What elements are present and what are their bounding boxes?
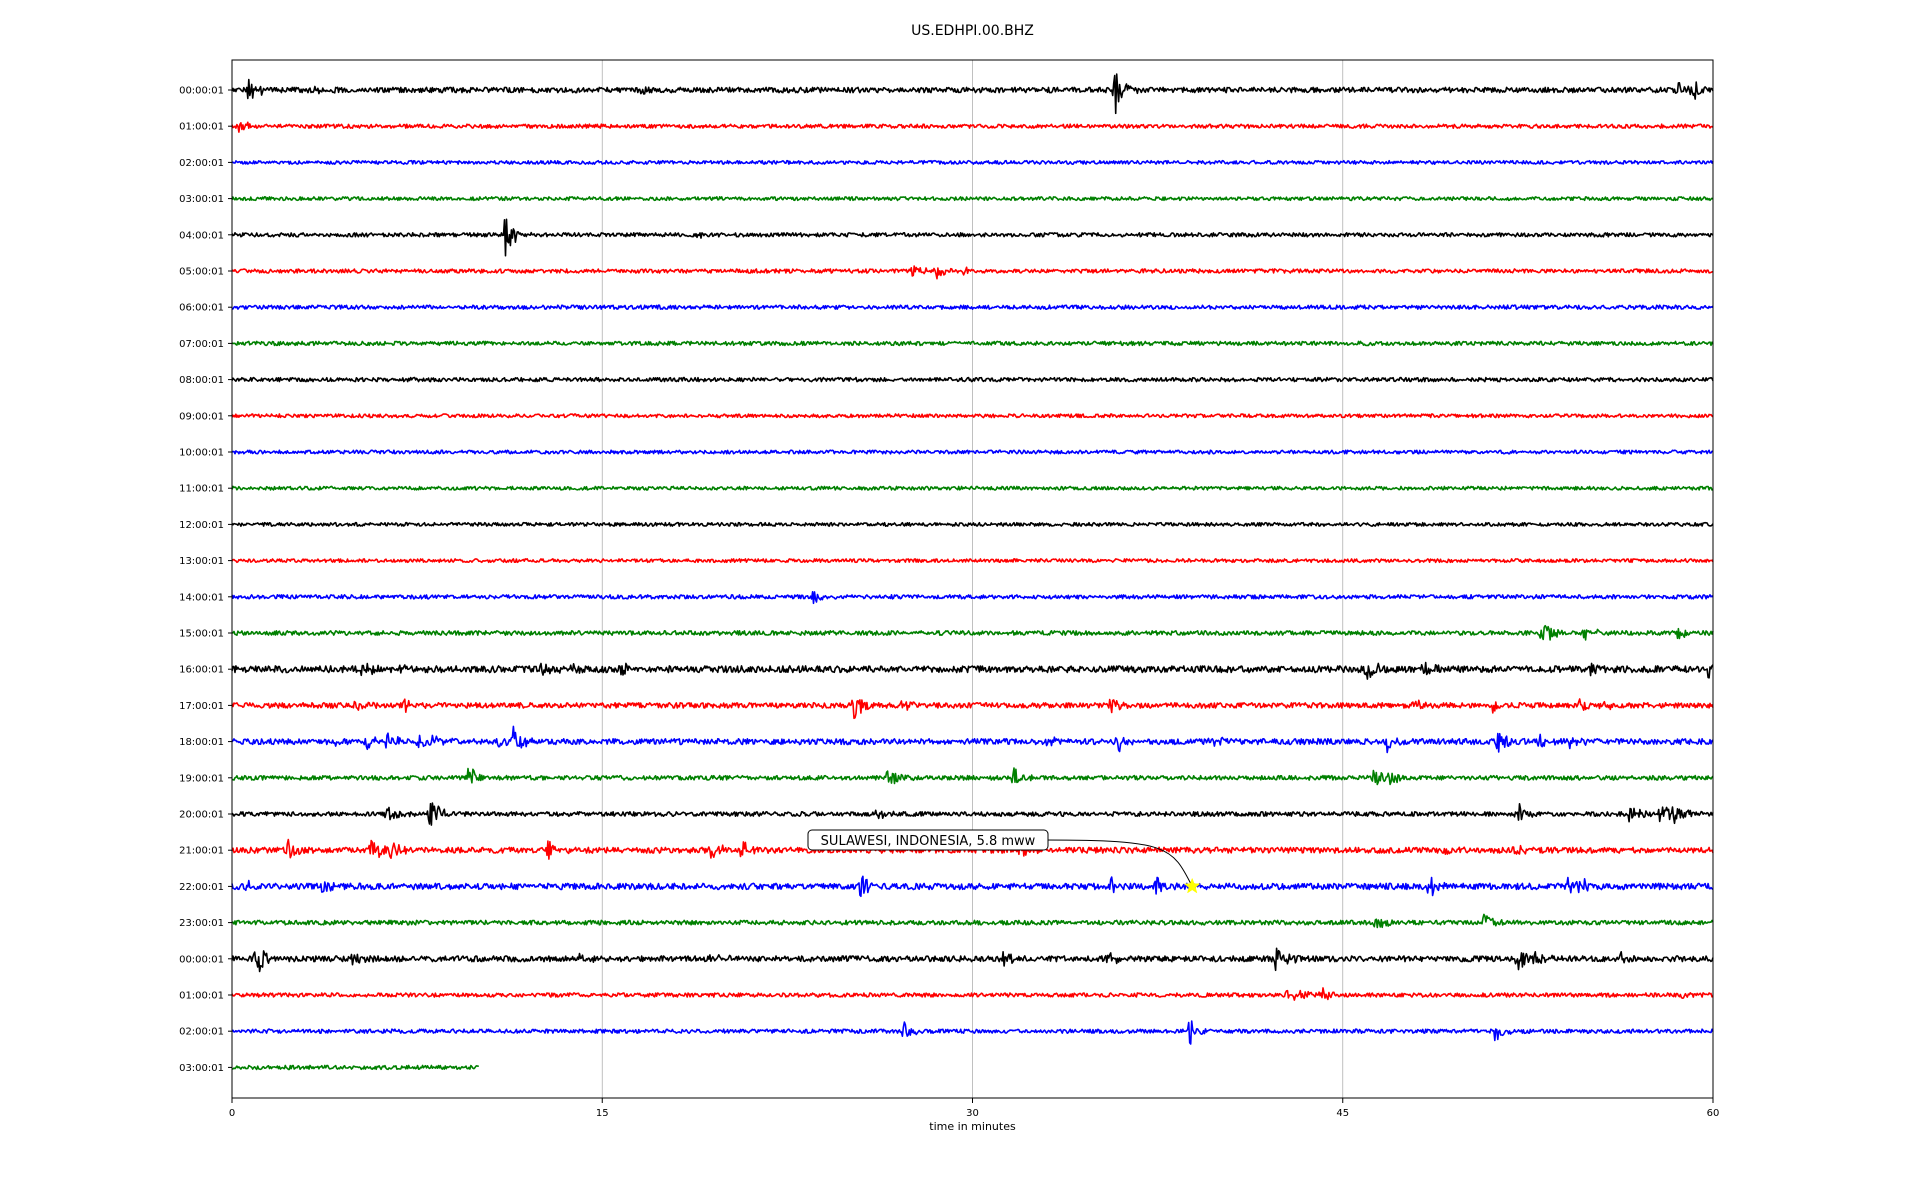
y-tick-label: 11:00:01 [179,484,224,495]
trace-line [231,73,1714,115]
trace-line [231,624,1714,641]
trace-line [231,838,1714,860]
trace-line [231,558,1714,564]
y-tick-label: 00:00:01 [179,954,224,965]
trace-line [231,767,1714,786]
x-tick-label: 60 [1707,1108,1720,1119]
y-tick-label: 15:00:01 [179,629,224,640]
y-tick-label: 01:00:01 [179,122,224,133]
y-tick-label: 21:00:01 [179,846,224,857]
y-tick-label: 06:00:01 [179,303,224,314]
y-tick-label: 05:00:01 [179,267,224,278]
trace-line [231,947,1714,973]
y-tick-label: 02:00:01 [179,158,224,169]
trace-line [231,1020,1714,1045]
annotation-text: SULAWESI, INDONESIA, 5.8 mww [821,834,1036,849]
y-tick-label: 03:00:01 [179,1063,224,1074]
trace-line [231,661,1714,680]
trace-line [231,218,1714,257]
y-tick-label: 10:00:01 [179,448,224,459]
trace-line [231,449,1713,455]
trace-line [231,121,1714,133]
trace-line [231,340,1714,347]
y-tick-label: 12:00:01 [179,520,224,531]
y-tick-label: 20:00:01 [179,810,224,821]
y-tick-label: 09:00:01 [179,411,224,422]
annotation-box [807,829,1049,851]
trace-line [231,591,1714,605]
y-tick-label: 00:00:01 [179,86,224,97]
trace-line [231,265,1714,280]
gridlines [601,60,1344,1098]
trace-line [231,802,1714,826]
trace-line [231,725,1714,754]
x-tick-label: 30 [966,1108,979,1119]
y-tick-label: 16:00:01 [179,665,224,676]
trace-line [231,875,1714,898]
trace-line [231,376,1714,383]
trace-line [231,413,1714,419]
y-tick-label: 13:00:01 [179,556,224,567]
plot-frame [231,59,1714,1099]
trace-line [231,521,1714,527]
y-tick-label: 14:00:01 [179,592,224,603]
x-tick-label: 15 [596,1108,609,1119]
trace-line [231,698,1714,720]
y-tick-label: 08:00:01 [179,375,224,386]
y-tick-labels: 00:00:01 01:00:01 02:00:01 03:00:01 04:00:01… [179,86,232,1074]
trace-line [231,913,1714,929]
y-tick-label: 17:00:01 [179,701,224,712]
x-tick-label: 45 [1336,1108,1349,1119]
event-annotation: SULAWESI, INDONESIA, 5.8 mww [807,829,1201,894]
y-tick-label: 22:00:01 [179,882,224,893]
trace-line [231,196,1714,202]
x-axis-ticks: 0 15 30 45 60 [229,1098,1720,1119]
x-axis-label: time in minutes [929,1120,1016,1133]
y-tick-label: 07:00:01 [179,339,224,350]
y-tick-label: 01:00:01 [179,991,224,1002]
trace-line [231,1064,479,1071]
y-tick-label: 02:00:01 [179,1027,224,1038]
trace-line [231,304,1714,310]
annotation-connector [1043,839,1193,887]
y-tick-label: 03:00:01 [179,194,224,205]
event-star-marker [1183,877,1201,894]
trace-line [231,485,1714,491]
x-tick-label: 0 [229,1108,235,1119]
trace-line [231,987,1714,1001]
y-tick-label: 23:00:01 [179,918,224,929]
trace-line [231,159,1714,165]
y-tick-label: 04:00:01 [179,230,224,241]
chart-title: US.EDHPI.00.BHZ [911,23,1034,39]
y-tick-label: 18:00:01 [179,737,224,748]
y-tick-label: 19:00:01 [179,773,224,784]
seismic-traces [231,73,1714,1071]
